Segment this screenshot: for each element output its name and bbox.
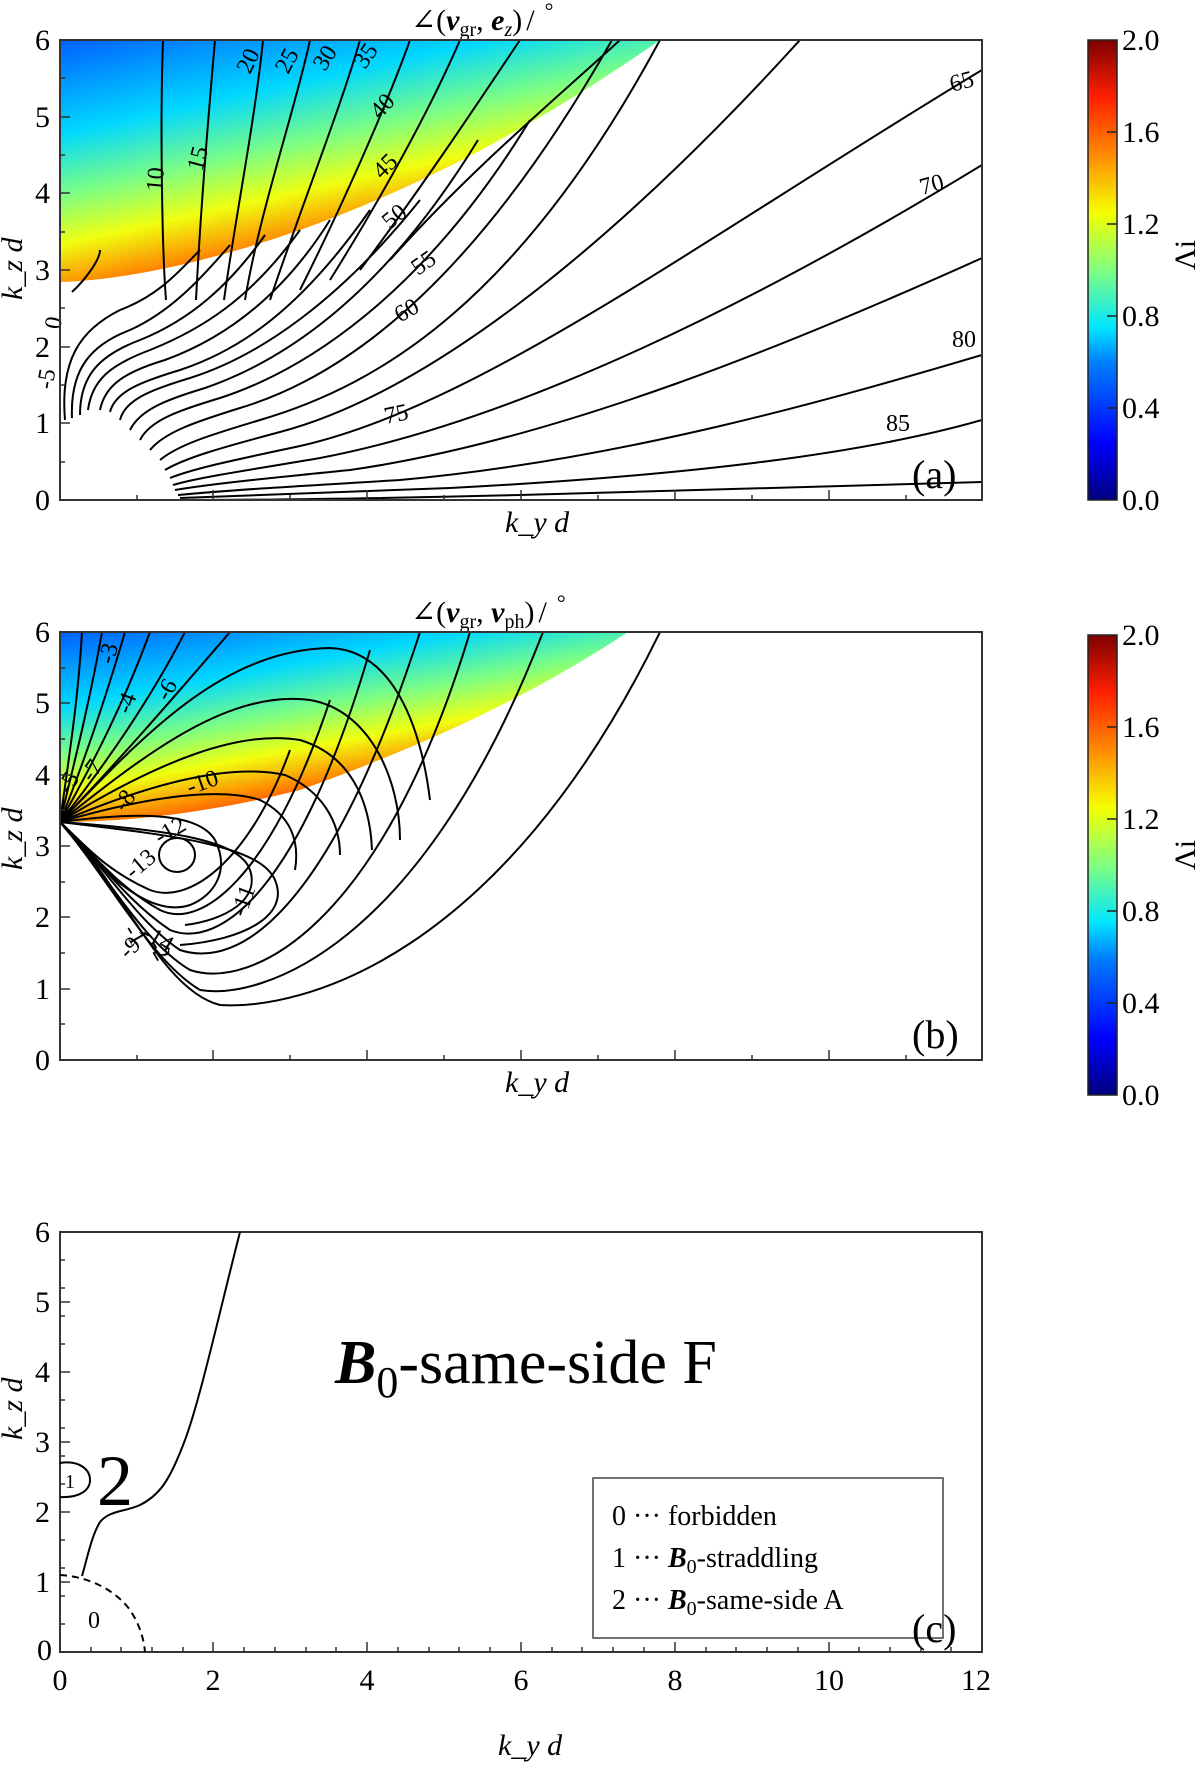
legend-item-2: 2 ··· B0-same-side A bbox=[612, 1585, 844, 1620]
svg-text:8: 8 bbox=[668, 1664, 683, 1697]
svg-text:85: 85 bbox=[886, 411, 910, 437]
panel-b-colorbar: 2.0 1.6 1.2 0.8 0.4 0.0 Λi bbox=[1087, 619, 1200, 1112]
legend-item-1: 1 ··· B0-straddling bbox=[612, 1543, 818, 1578]
svg-text:2: 2 bbox=[35, 901, 50, 934]
svg-text:5: 5 bbox=[35, 687, 50, 720]
svg-text:4: 4 bbox=[360, 1664, 375, 1697]
svg-text:6: 6 bbox=[35, 616, 50, 649]
svg-text:3: 3 bbox=[35, 1426, 50, 1459]
svg-text:75: 75 bbox=[382, 399, 411, 429]
svg-text:1: 1 bbox=[35, 973, 50, 1006]
panel-a-xlabel: k_y d bbox=[505, 506, 570, 539]
svg-text:6: 6 bbox=[35, 1216, 50, 1249]
svg-text:0: 0 bbox=[35, 484, 50, 517]
svg-text:55: 55 bbox=[407, 246, 442, 281]
svg-text:1.2: 1.2 bbox=[1122, 803, 1160, 836]
panel-b-tag: (b) bbox=[912, 1012, 959, 1057]
svg-text:0.4: 0.4 bbox=[1122, 392, 1160, 425]
svg-text:2.0: 2.0 bbox=[1122, 619, 1160, 652]
panel-a-title: ∠(vgr, ez) / ° bbox=[411, 0, 553, 41]
panel-c: 0 1 2 B0-same-side F 0 ··· forbidden 1 ·… bbox=[0, 1216, 991, 1762]
svg-text:0.8: 0.8 bbox=[1122, 300, 1160, 333]
svg-text:70: 70 bbox=[917, 169, 947, 200]
svg-text:1: 1 bbox=[35, 407, 50, 440]
svg-text:0: 0 bbox=[40, 315, 68, 331]
svg-text:2: 2 bbox=[35, 1496, 50, 1529]
panel-c-xlabel: k_y d bbox=[498, 1729, 563, 1762]
panel-c-yticks: 0 1 2 3 4 5 6 bbox=[35, 1216, 52, 1667]
svg-text:-12: -12 bbox=[150, 812, 191, 851]
svg-text:1: 1 bbox=[35, 1566, 50, 1599]
svg-text:0.0: 0.0 bbox=[1122, 484, 1160, 517]
svg-text:3: 3 bbox=[35, 254, 50, 287]
panel-c-ylabel: k_z d bbox=[0, 1377, 29, 1440]
svg-text:0: 0 bbox=[37, 1634, 52, 1667]
legend-item-0: 0 ··· forbidden bbox=[612, 1501, 777, 1532]
forbidden-boundary-dashed bbox=[59, 1574, 146, 1653]
svg-text:5: 5 bbox=[35, 101, 50, 134]
svg-text:0: 0 bbox=[88, 1608, 100, 1634]
panel-b-yticks: 0 1 2 3 4 5 6 bbox=[35, 616, 50, 1077]
svg-text:0: 0 bbox=[53, 1664, 68, 1697]
svg-text:12: 12 bbox=[961, 1664, 991, 1697]
big-region-label: B0-same-side F bbox=[334, 1329, 717, 1407]
svg-text:2.0: 2.0 bbox=[1122, 24, 1160, 57]
panel-a-ylabel: k_z d bbox=[0, 237, 29, 300]
svg-text:6: 6 bbox=[35, 24, 50, 57]
svg-text:1.6: 1.6 bbox=[1122, 711, 1160, 744]
svg-text:0: 0 bbox=[35, 1044, 50, 1077]
legend: 0 ··· forbidden 1 ··· B0-straddling 2 ··… bbox=[592, 1477, 944, 1639]
svg-text:80: 80 bbox=[952, 327, 976, 353]
svg-text:1.6: 1.6 bbox=[1122, 116, 1160, 149]
panel-b-xlabel: k_y d bbox=[505, 1066, 570, 1099]
svg-text:0.4: 0.4 bbox=[1122, 987, 1160, 1020]
svg-text:4: 4 bbox=[35, 1356, 50, 1389]
svg-text:-11: -11 bbox=[226, 882, 261, 920]
svg-text:2: 2 bbox=[206, 1664, 221, 1697]
svg-text:1.2: 1.2 bbox=[1122, 208, 1160, 241]
svg-text:4: 4 bbox=[35, 177, 50, 210]
panel-a: ∠(vgr, ez) / ° bbox=[0, 0, 1200, 539]
panel-a-tag: (a) bbox=[912, 452, 956, 497]
svg-text:-5: -5 bbox=[32, 367, 61, 391]
panel-c-xticks: 0 2 4 6 8 10 12 bbox=[53, 1664, 992, 1697]
svg-text:2: 2 bbox=[35, 331, 50, 364]
svg-text:10: 10 bbox=[814, 1664, 844, 1697]
panel-b-contours bbox=[60, 632, 661, 1007]
panel-b-colored-region bbox=[60, 632, 628, 822]
panel-b-ticks bbox=[60, 631, 907, 1060]
svg-text:0.0: 0.0 bbox=[1122, 1079, 1160, 1112]
panel-b-ylabel: k_z d bbox=[0, 807, 29, 870]
panel-b-title: ∠(vgr, vph) / ° bbox=[411, 590, 566, 633]
svg-text:10: 10 bbox=[142, 166, 170, 192]
svg-text:5: 5 bbox=[35, 1286, 50, 1319]
svg-text:2: 2 bbox=[97, 1441, 133, 1521]
svg-text:6: 6 bbox=[514, 1664, 529, 1697]
panel-c-region-labels: 0 1 2 bbox=[65, 1441, 133, 1634]
straddling-region-curve bbox=[59, 1461, 92, 1499]
svg-text:4: 4 bbox=[35, 759, 50, 792]
boundary-curve-2-F bbox=[81, 1231, 241, 1577]
colorbar-a-label: Λi bbox=[1169, 240, 1200, 270]
panel-c-ticks bbox=[60, 1231, 952, 1652]
svg-text:0.8: 0.8 bbox=[1122, 895, 1160, 928]
panel-a-contours bbox=[63, 40, 982, 500]
colorbar-b-label: Λi bbox=[1169, 840, 1200, 870]
panel-c-tag: (c) bbox=[912, 1606, 956, 1651]
svg-text:3: 3 bbox=[35, 830, 50, 863]
panel-a-colorbar: 2.0 1.6 1.2 0.8 0.4 0.0 Λi bbox=[1087, 24, 1200, 517]
svg-text:65: 65 bbox=[947, 66, 977, 97]
panel-a-yticks: 0 1 2 3 4 5 6 bbox=[35, 24, 50, 517]
svg-text:1: 1 bbox=[65, 1471, 75, 1493]
panel-b: ∠(vgr, vph) / ° bbox=[0, 590, 1200, 1112]
panel-a-ticks bbox=[60, 39, 907, 500]
